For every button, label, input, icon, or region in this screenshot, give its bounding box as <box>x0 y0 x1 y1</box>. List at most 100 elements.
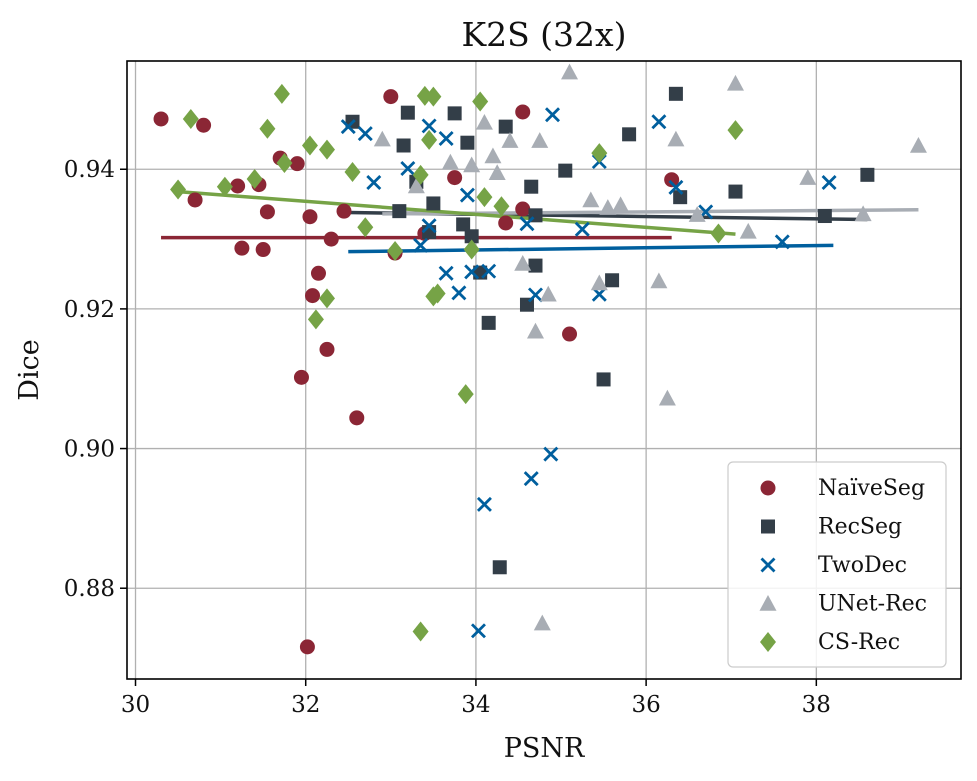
x-axis-label: PSNR <box>504 733 585 764</box>
twodec-point <box>400 161 416 177</box>
na-veseg-point <box>196 117 212 133</box>
unet-rec-point <box>612 196 630 213</box>
twodec-point <box>464 264 480 280</box>
recseg-point <box>447 106 462 121</box>
cs-rec-point <box>591 143 608 164</box>
twodec-point <box>438 131 454 147</box>
twodec-point <box>651 114 667 130</box>
unet-rec-point <box>599 199 617 215</box>
na-veseg-point <box>310 265 326 281</box>
na-veseg-point <box>289 156 305 172</box>
cs-rec-point <box>421 129 438 150</box>
cs-rec-point <box>727 120 744 141</box>
cs-rec-point <box>493 196 510 217</box>
unet-rec-point <box>739 222 757 239</box>
twodec-fit-line <box>348 243 834 254</box>
twodec-point <box>523 471 539 487</box>
na-veseg-point <box>153 111 169 127</box>
y-tick-label: 0.94 <box>64 157 115 183</box>
recseg-point <box>498 119 513 134</box>
unet-rec-point <box>688 206 706 222</box>
cs-rec-point <box>425 86 442 107</box>
y-axis-label: Dice <box>14 339 45 400</box>
legend-label-unet-rec: UNet-Rec <box>818 592 927 617</box>
cs-rec-point <box>182 108 199 129</box>
cs-rec-point <box>472 91 489 112</box>
unet-rec-point <box>533 614 551 631</box>
x-tick-label: 38 <box>802 692 831 718</box>
twodec-point <box>476 496 492 512</box>
unet-rec-point <box>539 285 557 302</box>
y-tick-label: 0.90 <box>64 437 115 463</box>
na-veseg-point <box>336 203 352 219</box>
unet-rec-point <box>463 156 481 173</box>
na-veseg-point <box>302 209 318 225</box>
cs-rec-point <box>276 152 293 173</box>
recseg-point <box>426 196 441 211</box>
cs-rec-point <box>476 187 493 208</box>
recseg-point <box>605 273 620 288</box>
unet-rec-point <box>501 132 519 148</box>
cs-rec-point <box>301 135 318 156</box>
legend-label-recseg: RecSeg <box>818 515 902 540</box>
twodec-point <box>357 126 373 142</box>
unet-rec-point <box>582 191 600 208</box>
twodec-point <box>451 285 467 301</box>
x-tick-label: 30 <box>121 692 150 718</box>
twodec-point <box>459 187 475 203</box>
cs-rec-point <box>463 239 480 260</box>
na-veseg-point <box>383 89 399 105</box>
legend-marker-cs-rec <box>760 632 776 652</box>
twodec-point <box>366 175 382 190</box>
cs-rec-point <box>387 240 404 261</box>
cs-rec-point <box>318 139 335 160</box>
unet-rec-point <box>726 74 744 91</box>
cs-rec-point <box>412 621 429 642</box>
x-tick-label: 32 <box>291 692 320 718</box>
recseg-point <box>392 204 407 219</box>
cs-rec-point <box>273 83 290 104</box>
chart-title: K2S (32x) <box>461 15 626 54</box>
unet-rec-point <box>854 205 872 222</box>
recseg-point <box>673 190 688 205</box>
recseg-point <box>481 315 496 330</box>
recseg-point <box>460 135 475 150</box>
plot-frame <box>126 60 962 680</box>
unet-rec-point <box>650 272 668 289</box>
unet-rec-point <box>484 147 502 164</box>
unet-rec-point <box>590 274 608 291</box>
twodec-point <box>421 118 437 134</box>
recseg-point <box>558 163 573 178</box>
recseg-point <box>668 86 683 101</box>
na-veseg-point <box>447 170 463 186</box>
na-veseg-point <box>255 242 271 258</box>
recseg-point <box>524 179 539 194</box>
grid-lines <box>127 61 961 679</box>
na-veseg-point <box>319 341 335 357</box>
cs-rec-fit-line <box>177 189 736 236</box>
na-veseg-point <box>259 204 275 220</box>
unet-rec-point <box>658 389 676 406</box>
recseg-point <box>817 209 832 224</box>
cs-rec-point <box>216 176 233 197</box>
legend-marker-unet-rec <box>759 595 777 611</box>
cs-rec-point <box>344 162 361 183</box>
legend-marker-twodec <box>760 557 776 573</box>
recseg-point <box>596 372 611 387</box>
twodec-point <box>470 623 486 639</box>
x-tick-label: 36 <box>631 692 660 718</box>
na-veseg-point <box>293 369 309 385</box>
cs-rec-point <box>412 164 429 185</box>
na-veseg-point <box>664 172 680 188</box>
recseg-point <box>728 184 743 199</box>
twodec-point <box>438 265 454 281</box>
unet-rec-point <box>561 63 579 80</box>
recseg-point <box>396 138 411 153</box>
cs-rec-point <box>318 288 335 309</box>
unet-rec-point <box>488 164 506 180</box>
na-veseg-point <box>299 639 315 655</box>
na-veseg-point <box>305 288 321 304</box>
legend-label-twodec: TwoDec <box>818 553 907 578</box>
recseg-series <box>345 86 875 575</box>
